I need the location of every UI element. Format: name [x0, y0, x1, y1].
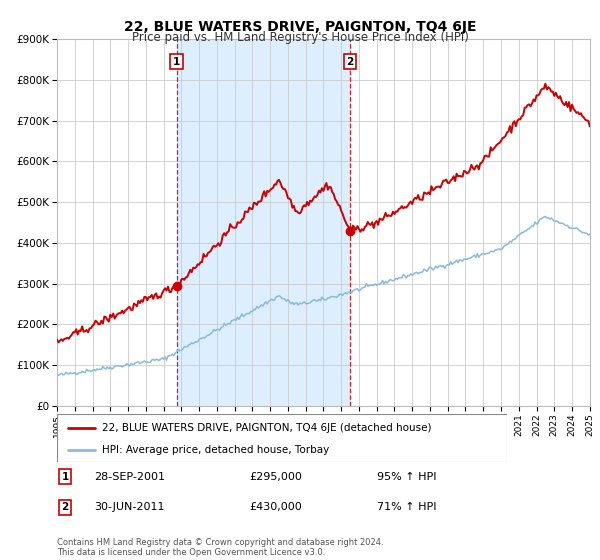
Text: 2: 2	[346, 57, 353, 67]
Text: 71% ↑ HPI: 71% ↑ HPI	[377, 502, 436, 512]
Text: 22, BLUE WATERS DRIVE, PAIGNTON, TQ4 6JE: 22, BLUE WATERS DRIVE, PAIGNTON, TQ4 6JE	[124, 20, 476, 34]
Text: 30-JUN-2011: 30-JUN-2011	[94, 502, 165, 512]
Text: £295,000: £295,000	[249, 472, 302, 482]
Text: 1: 1	[61, 472, 68, 482]
Bar	[177, 39, 350, 406]
Text: 2: 2	[61, 502, 68, 512]
Text: 22, BLUE WATERS DRIVE, PAIGNTON, TQ4 6JE (detached house): 22, BLUE WATERS DRIVE, PAIGNTON, TQ4 6JE…	[102, 423, 431, 433]
Text: HPI: Average price, detached house, Torbay: HPI: Average price, detached house, Torb…	[102, 445, 329, 455]
Text: Contains HM Land Registry data © Crown copyright and database right 2024.
This d: Contains HM Land Registry data © Crown c…	[57, 538, 383, 557]
Text: £430,000: £430,000	[249, 502, 302, 512]
Text: 95% ↑ HPI: 95% ↑ HPI	[377, 472, 436, 482]
Text: 28-SEP-2001: 28-SEP-2001	[94, 472, 165, 482]
Text: 1: 1	[173, 57, 181, 67]
Text: Price paid vs. HM Land Registry's House Price Index (HPI): Price paid vs. HM Land Registry's House …	[131, 31, 469, 44]
